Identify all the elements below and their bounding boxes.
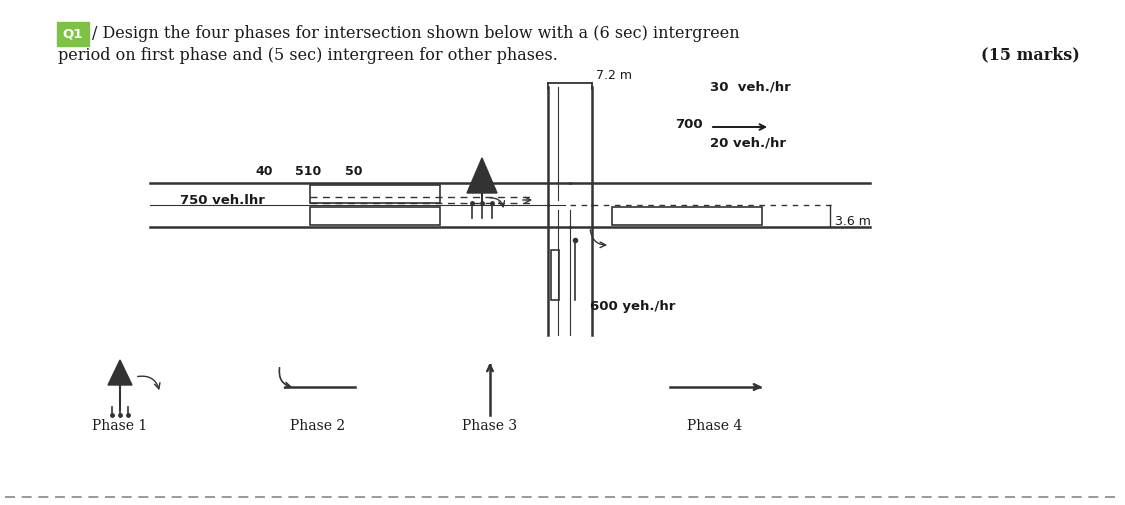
Text: period on first phase and (5 sec) intergreen for other phases.: period on first phase and (5 sec) interg… <box>58 46 558 64</box>
Text: Phase 1: Phase 1 <box>92 419 147 433</box>
Text: 50: 50 <box>345 165 362 178</box>
Bar <box>551 250 559 300</box>
Text: 510: 510 <box>295 165 322 178</box>
FancyBboxPatch shape <box>57 22 89 46</box>
Bar <box>612 207 762 225</box>
Text: / Design the four phases for intersection shown below with a (6 sec) intergreen: / Design the four phases for intersectio… <box>92 25 739 42</box>
Text: Phase 4: Phase 4 <box>687 419 742 433</box>
Polygon shape <box>108 360 132 385</box>
Text: 600 yeh./hr: 600 yeh./hr <box>590 300 675 313</box>
Text: 700: 700 <box>675 118 703 130</box>
Polygon shape <box>467 158 497 193</box>
Text: 40: 40 <box>255 165 272 178</box>
Text: Phase 2: Phase 2 <box>290 419 345 433</box>
Text: 7.2 m: 7.2 m <box>596 69 632 82</box>
Text: 20 veh./hr: 20 veh./hr <box>710 137 786 150</box>
Text: 30  veh./hr: 30 veh./hr <box>710 80 791 93</box>
Text: Q1: Q1 <box>63 27 83 40</box>
Text: 3.6 m: 3.6 m <box>835 215 871 228</box>
Text: 750 veh.lhr: 750 veh.lhr <box>180 193 264 207</box>
Text: Phase 3: Phase 3 <box>462 419 518 433</box>
Text: (15 marks): (15 marks) <box>981 46 1080 64</box>
Bar <box>310 207 440 225</box>
Bar <box>310 185 440 203</box>
